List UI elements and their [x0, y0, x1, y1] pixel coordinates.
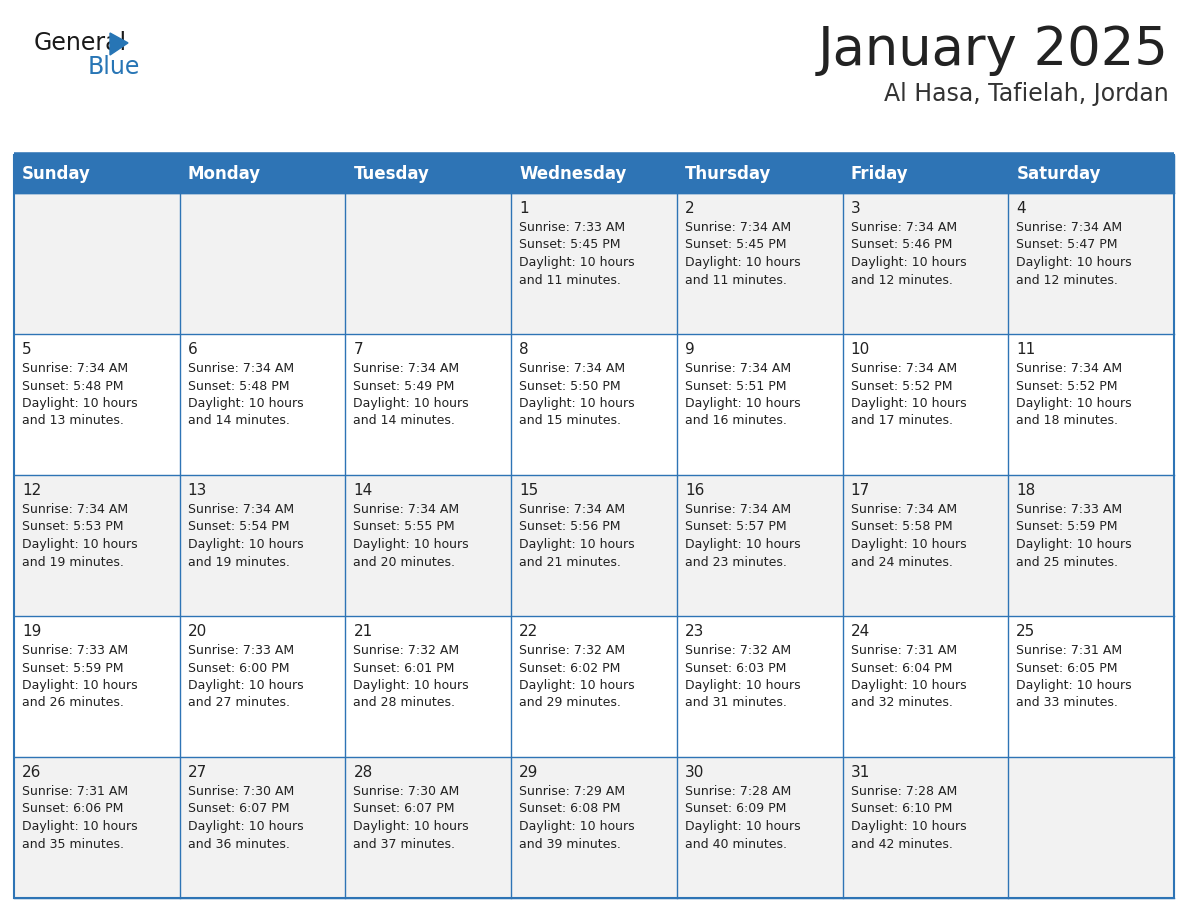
Text: Sunrise: 7:34 AM
Sunset: 5:54 PM
Daylight: 10 hours
and 19 minutes.: Sunrise: 7:34 AM Sunset: 5:54 PM Dayligh…	[188, 503, 303, 568]
Text: Sunrise: 7:34 AM
Sunset: 5:50 PM
Daylight: 10 hours
and 15 minutes.: Sunrise: 7:34 AM Sunset: 5:50 PM Dayligh…	[519, 362, 634, 428]
Text: 25: 25	[1016, 624, 1036, 639]
Bar	[14, 475, 1174, 616]
Text: Sunrise: 7:34 AM
Sunset: 5:47 PM
Daylight: 10 hours
and 12 minutes.: Sunrise: 7:34 AM Sunset: 5:47 PM Dayligh…	[1016, 221, 1132, 286]
Text: Sunrise: 7:34 AM
Sunset: 5:56 PM
Daylight: 10 hours
and 21 minutes.: Sunrise: 7:34 AM Sunset: 5:56 PM Dayligh…	[519, 503, 634, 568]
Bar	[14, 155, 1174, 193]
Text: 4: 4	[1016, 201, 1026, 216]
Text: 13: 13	[188, 483, 207, 498]
Text: Monday: Monday	[188, 165, 261, 183]
Text: Sunrise: 7:33 AM
Sunset: 5:59 PM
Daylight: 10 hours
and 26 minutes.: Sunrise: 7:33 AM Sunset: 5:59 PM Dayligh…	[23, 644, 138, 710]
Text: 18: 18	[1016, 483, 1036, 498]
Text: 19: 19	[23, 624, 42, 639]
Text: 30: 30	[684, 765, 704, 780]
Text: 15: 15	[519, 483, 538, 498]
Text: Sunrise: 7:34 AM
Sunset: 5:57 PM
Daylight: 10 hours
and 23 minutes.: Sunrise: 7:34 AM Sunset: 5:57 PM Dayligh…	[684, 503, 801, 568]
Text: Friday: Friday	[851, 165, 908, 183]
Text: 20: 20	[188, 624, 207, 639]
Text: 11: 11	[1016, 342, 1036, 357]
Text: Sunrise: 7:34 AM
Sunset: 5:53 PM
Daylight: 10 hours
and 19 minutes.: Sunrise: 7:34 AM Sunset: 5:53 PM Dayligh…	[23, 503, 138, 568]
Bar	[14, 757, 1174, 898]
Text: Sunrise: 7:34 AM
Sunset: 5:45 PM
Daylight: 10 hours
and 11 minutes.: Sunrise: 7:34 AM Sunset: 5:45 PM Dayligh…	[684, 221, 801, 286]
Text: General: General	[34, 31, 127, 55]
Text: 17: 17	[851, 483, 870, 498]
Text: 29: 29	[519, 765, 538, 780]
Text: Sunrise: 7:34 AM
Sunset: 5:52 PM
Daylight: 10 hours
and 17 minutes.: Sunrise: 7:34 AM Sunset: 5:52 PM Dayligh…	[851, 362, 966, 428]
Text: Blue: Blue	[88, 55, 140, 79]
Text: Sunrise: 7:30 AM
Sunset: 6:07 PM
Daylight: 10 hours
and 37 minutes.: Sunrise: 7:30 AM Sunset: 6:07 PM Dayligh…	[353, 785, 469, 850]
Text: Sunrise: 7:34 AM
Sunset: 5:46 PM
Daylight: 10 hours
and 12 minutes.: Sunrise: 7:34 AM Sunset: 5:46 PM Dayligh…	[851, 221, 966, 286]
Text: Sunrise: 7:29 AM
Sunset: 6:08 PM
Daylight: 10 hours
and 39 minutes.: Sunrise: 7:29 AM Sunset: 6:08 PM Dayligh…	[519, 785, 634, 850]
Text: 3: 3	[851, 201, 860, 216]
Text: 31: 31	[851, 765, 870, 780]
Text: Sunrise: 7:31 AM
Sunset: 6:06 PM
Daylight: 10 hours
and 35 minutes.: Sunrise: 7:31 AM Sunset: 6:06 PM Dayligh…	[23, 785, 138, 850]
Text: 1: 1	[519, 201, 529, 216]
Text: Sunday: Sunday	[23, 165, 90, 183]
Text: 10: 10	[851, 342, 870, 357]
Text: Sunrise: 7:34 AM
Sunset: 5:55 PM
Daylight: 10 hours
and 20 minutes.: Sunrise: 7:34 AM Sunset: 5:55 PM Dayligh…	[353, 503, 469, 568]
Text: 21: 21	[353, 624, 373, 639]
Text: Sunrise: 7:34 AM
Sunset: 5:49 PM
Daylight: 10 hours
and 14 minutes.: Sunrise: 7:34 AM Sunset: 5:49 PM Dayligh…	[353, 362, 469, 428]
Text: Al Hasa, Tafielah, Jordan: Al Hasa, Tafielah, Jordan	[884, 82, 1169, 106]
Text: Sunrise: 7:30 AM
Sunset: 6:07 PM
Daylight: 10 hours
and 36 minutes.: Sunrise: 7:30 AM Sunset: 6:07 PM Dayligh…	[188, 785, 303, 850]
Text: 2: 2	[684, 201, 695, 216]
Text: Sunrise: 7:34 AM
Sunset: 5:48 PM
Daylight: 10 hours
and 13 minutes.: Sunrise: 7:34 AM Sunset: 5:48 PM Dayligh…	[23, 362, 138, 428]
Text: Sunrise: 7:28 AM
Sunset: 6:09 PM
Daylight: 10 hours
and 40 minutes.: Sunrise: 7:28 AM Sunset: 6:09 PM Dayligh…	[684, 785, 801, 850]
Text: Sunrise: 7:31 AM
Sunset: 6:04 PM
Daylight: 10 hours
and 32 minutes.: Sunrise: 7:31 AM Sunset: 6:04 PM Dayligh…	[851, 644, 966, 710]
Text: 8: 8	[519, 342, 529, 357]
Text: Sunrise: 7:33 AM
Sunset: 6:00 PM
Daylight: 10 hours
and 27 minutes.: Sunrise: 7:33 AM Sunset: 6:00 PM Dayligh…	[188, 644, 303, 710]
Text: 22: 22	[519, 624, 538, 639]
Text: 6: 6	[188, 342, 197, 357]
Text: Sunrise: 7:33 AM
Sunset: 5:45 PM
Daylight: 10 hours
and 11 minutes.: Sunrise: 7:33 AM Sunset: 5:45 PM Dayligh…	[519, 221, 634, 286]
Text: January 2025: January 2025	[819, 24, 1169, 76]
Text: 26: 26	[23, 765, 42, 780]
Text: 27: 27	[188, 765, 207, 780]
Text: Sunrise: 7:34 AM
Sunset: 5:52 PM
Daylight: 10 hours
and 18 minutes.: Sunrise: 7:34 AM Sunset: 5:52 PM Dayligh…	[1016, 362, 1132, 428]
Text: Sunrise: 7:32 AM
Sunset: 6:01 PM
Daylight: 10 hours
and 28 minutes.: Sunrise: 7:32 AM Sunset: 6:01 PM Dayligh…	[353, 644, 469, 710]
Text: 24: 24	[851, 624, 870, 639]
Text: 28: 28	[353, 765, 373, 780]
Text: 7: 7	[353, 342, 364, 357]
Text: Saturday: Saturday	[1016, 165, 1101, 183]
Text: Sunrise: 7:34 AM
Sunset: 5:58 PM
Daylight: 10 hours
and 24 minutes.: Sunrise: 7:34 AM Sunset: 5:58 PM Dayligh…	[851, 503, 966, 568]
Bar	[14, 334, 1174, 475]
Text: 16: 16	[684, 483, 704, 498]
Text: 5: 5	[23, 342, 32, 357]
Text: Tuesday: Tuesday	[353, 165, 429, 183]
Text: Sunrise: 7:32 AM
Sunset: 6:02 PM
Daylight: 10 hours
and 29 minutes.: Sunrise: 7:32 AM Sunset: 6:02 PM Dayligh…	[519, 644, 634, 710]
Text: 12: 12	[23, 483, 42, 498]
Text: Sunrise: 7:28 AM
Sunset: 6:10 PM
Daylight: 10 hours
and 42 minutes.: Sunrise: 7:28 AM Sunset: 6:10 PM Dayligh…	[851, 785, 966, 850]
Text: Sunrise: 7:32 AM
Sunset: 6:03 PM
Daylight: 10 hours
and 31 minutes.: Sunrise: 7:32 AM Sunset: 6:03 PM Dayligh…	[684, 644, 801, 710]
Bar	[14, 155, 1174, 898]
Text: 9: 9	[684, 342, 695, 357]
Bar	[14, 616, 1174, 757]
Text: 23: 23	[684, 624, 704, 639]
Polygon shape	[110, 33, 128, 55]
Bar	[14, 193, 1174, 334]
Text: Sunrise: 7:33 AM
Sunset: 5:59 PM
Daylight: 10 hours
and 25 minutes.: Sunrise: 7:33 AM Sunset: 5:59 PM Dayligh…	[1016, 503, 1132, 568]
Text: Wednesday: Wednesday	[519, 165, 626, 183]
Text: Sunrise: 7:31 AM
Sunset: 6:05 PM
Daylight: 10 hours
and 33 minutes.: Sunrise: 7:31 AM Sunset: 6:05 PM Dayligh…	[1016, 644, 1132, 710]
Text: Thursday: Thursday	[684, 165, 771, 183]
Text: 14: 14	[353, 483, 373, 498]
Text: Sunrise: 7:34 AM
Sunset: 5:48 PM
Daylight: 10 hours
and 14 minutes.: Sunrise: 7:34 AM Sunset: 5:48 PM Dayligh…	[188, 362, 303, 428]
Text: Sunrise: 7:34 AM
Sunset: 5:51 PM
Daylight: 10 hours
and 16 minutes.: Sunrise: 7:34 AM Sunset: 5:51 PM Dayligh…	[684, 362, 801, 428]
